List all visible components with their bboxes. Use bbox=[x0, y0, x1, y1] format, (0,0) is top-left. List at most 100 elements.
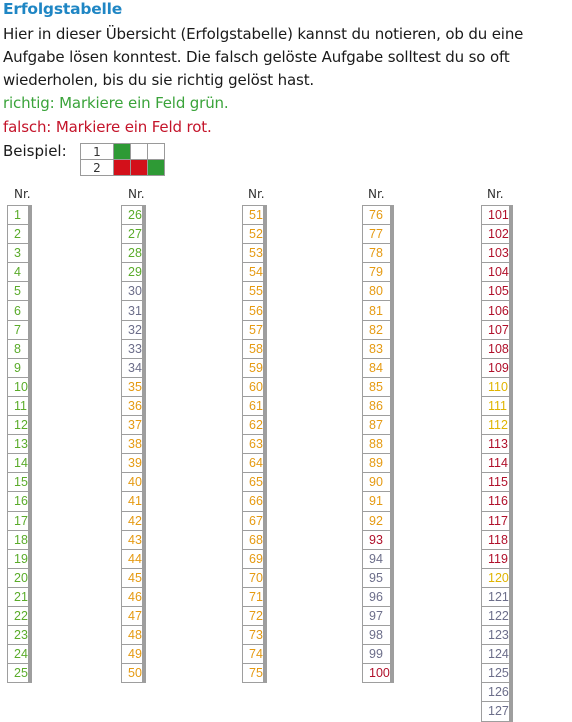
mark-cell[interactable] bbox=[391, 663, 394, 684]
mark-cell[interactable] bbox=[391, 224, 394, 245]
mark-cell[interactable] bbox=[264, 319, 267, 340]
mark-cell[interactable] bbox=[510, 605, 513, 627]
mark-cell[interactable] bbox=[391, 376, 394, 397]
mark-cell[interactable] bbox=[29, 204, 32, 226]
mark-cell[interactable] bbox=[510, 300, 513, 321]
mark-cell[interactable] bbox=[391, 262, 394, 283]
mark-cell[interactable] bbox=[143, 262, 146, 283]
mark-cell[interactable] bbox=[391, 415, 394, 436]
mark-cell[interactable] bbox=[391, 491, 394, 512]
mark-cell[interactable] bbox=[143, 357, 146, 378]
mark-cell[interactable] bbox=[29, 281, 32, 302]
mark-cell[interactable] bbox=[29, 434, 32, 455]
mark-cell[interactable] bbox=[510, 224, 513, 245]
mark-cell[interactable] bbox=[264, 204, 267, 226]
mark-cell[interactable] bbox=[264, 644, 267, 665]
mark-cell[interactable] bbox=[391, 472, 394, 493]
mark-cell[interactable] bbox=[510, 262, 513, 283]
mark-cell[interactable] bbox=[143, 281, 146, 302]
mark-cell[interactable] bbox=[264, 548, 267, 569]
mark-cell[interactable] bbox=[510, 395, 513, 417]
mark-cell[interactable] bbox=[29, 567, 32, 588]
mark-cell[interactable] bbox=[510, 625, 513, 646]
mark-cell[interactable] bbox=[29, 415, 32, 436]
mark-cell[interactable] bbox=[264, 395, 267, 417]
mark-cell[interactable] bbox=[264, 453, 267, 474]
mark-cell[interactable] bbox=[29, 357, 32, 378]
mark-cell[interactable] bbox=[29, 472, 32, 493]
mark-cell[interactable] bbox=[29, 529, 32, 550]
mark-cell[interactable] bbox=[510, 204, 513, 226]
mark-cell[interactable] bbox=[143, 491, 146, 512]
mark-cell[interactable] bbox=[510, 548, 513, 569]
mark-cell[interactable] bbox=[391, 567, 394, 588]
mark-cell[interactable] bbox=[510, 434, 513, 455]
mark-cell[interactable] bbox=[510, 701, 513, 722]
mark-cell[interactable] bbox=[510, 663, 513, 684]
mark-cell[interactable] bbox=[391, 453, 394, 474]
mark-cell[interactable] bbox=[29, 548, 32, 569]
mark-cell[interactable] bbox=[143, 663, 146, 684]
mark-cell[interactable] bbox=[29, 663, 32, 684]
mark-cell[interactable] bbox=[143, 415, 146, 436]
mark-cell[interactable] bbox=[510, 491, 513, 512]
mark-cell[interactable] bbox=[391, 300, 394, 321]
mark-cell[interactable] bbox=[510, 682, 513, 703]
mark-cell[interactable] bbox=[264, 491, 267, 512]
mark-cell[interactable] bbox=[29, 625, 32, 646]
mark-cell[interactable] bbox=[391, 605, 394, 627]
mark-cell[interactable] bbox=[29, 453, 32, 474]
mark-cell[interactable] bbox=[391, 434, 394, 455]
mark-cell[interactable] bbox=[264, 357, 267, 378]
mark-cell[interactable] bbox=[29, 243, 32, 264]
mark-cell[interactable] bbox=[510, 243, 513, 264]
mark-cell[interactable] bbox=[391, 319, 394, 340]
mark-cell[interactable] bbox=[510, 529, 513, 550]
mark-cell[interactable] bbox=[510, 510, 513, 531]
mark-cell[interactable] bbox=[143, 376, 146, 397]
mark-cell[interactable] bbox=[143, 625, 146, 646]
mark-cell[interactable] bbox=[391, 204, 394, 226]
mark-cell[interactable] bbox=[264, 243, 267, 264]
mark-cell[interactable] bbox=[264, 663, 267, 684]
mark-cell[interactable] bbox=[391, 548, 394, 569]
mark-cell[interactable] bbox=[510, 338, 513, 359]
mark-cell[interactable] bbox=[143, 567, 146, 588]
mark-cell[interactable] bbox=[29, 338, 32, 359]
mark-cell[interactable] bbox=[264, 529, 267, 550]
mark-cell[interactable] bbox=[264, 262, 267, 283]
mark-cell[interactable] bbox=[143, 319, 146, 340]
mark-cell[interactable] bbox=[29, 491, 32, 512]
mark-cell[interactable] bbox=[264, 376, 267, 397]
mark-cell[interactable] bbox=[510, 586, 513, 607]
mark-cell[interactable] bbox=[29, 395, 32, 417]
mark-cell[interactable] bbox=[143, 453, 146, 474]
mark-cell[interactable] bbox=[264, 434, 267, 455]
mark-cell[interactable] bbox=[391, 395, 394, 417]
mark-cell[interactable] bbox=[264, 224, 267, 245]
mark-cell[interactable] bbox=[29, 376, 32, 397]
mark-cell[interactable] bbox=[29, 644, 32, 665]
mark-cell[interactable] bbox=[391, 357, 394, 378]
mark-cell[interactable] bbox=[143, 548, 146, 569]
mark-cell[interactable] bbox=[143, 395, 146, 417]
mark-cell[interactable] bbox=[143, 224, 146, 245]
mark-cell[interactable] bbox=[29, 224, 32, 245]
mark-cell[interactable] bbox=[391, 625, 394, 646]
mark-cell[interactable] bbox=[29, 605, 32, 627]
mark-cell[interactable] bbox=[264, 281, 267, 302]
mark-cell[interactable] bbox=[510, 567, 513, 588]
mark-cell[interactable] bbox=[510, 281, 513, 302]
mark-cell[interactable] bbox=[143, 243, 146, 264]
mark-cell[interactable] bbox=[143, 434, 146, 455]
mark-cell[interactable] bbox=[264, 415, 267, 436]
mark-cell[interactable] bbox=[510, 472, 513, 493]
mark-cell[interactable] bbox=[143, 644, 146, 665]
mark-cell[interactable] bbox=[143, 586, 146, 607]
mark-cell[interactable] bbox=[510, 644, 513, 665]
mark-cell[interactable] bbox=[510, 319, 513, 340]
mark-cell[interactable] bbox=[143, 300, 146, 321]
mark-cell[interactable] bbox=[391, 529, 394, 550]
mark-cell[interactable] bbox=[143, 338, 146, 359]
mark-cell[interactable] bbox=[29, 262, 32, 283]
